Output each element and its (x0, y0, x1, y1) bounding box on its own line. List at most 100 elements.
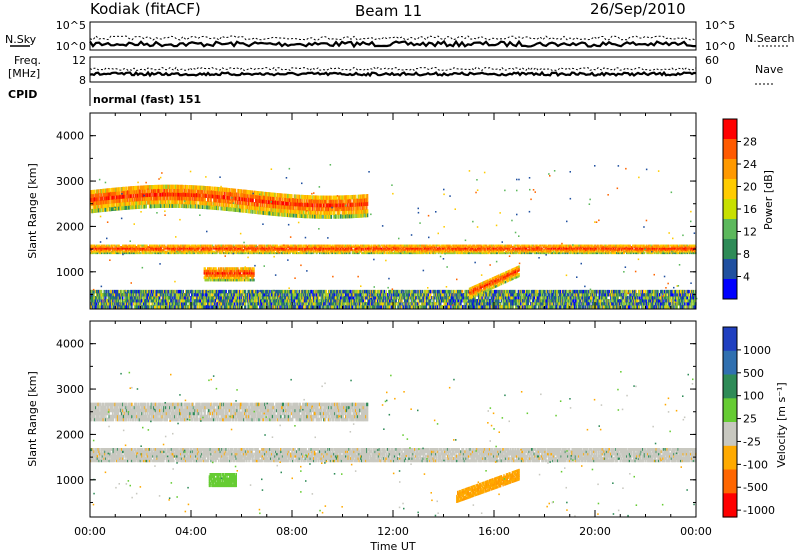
echo-cell (98, 197, 99, 201)
echo-cell (138, 186, 139, 190)
echo-cell (194, 204, 195, 208)
echo-cell (169, 200, 170, 204)
echo-cell (107, 207, 108, 211)
echo-cell (236, 196, 237, 200)
nsearch-tick-bottom: 10^0 (705, 40, 735, 53)
freq-unit-label: [MHz] (8, 67, 40, 80)
echo-cell (100, 208, 101, 212)
echo-cell (158, 200, 159, 204)
echo-cell (109, 188, 110, 192)
echo-cell (139, 205, 140, 209)
echo-cell (109, 203, 110, 207)
echo-cell (215, 202, 216, 206)
echo-cell (254, 202, 255, 206)
freq-tick-top: 12 (72, 54, 86, 67)
echo-cell (93, 194, 94, 198)
nsearch-tick-top: 10^5 (705, 19, 735, 32)
echo-cell (157, 192, 158, 196)
cpid-text: normal (fast) 151 (93, 93, 201, 106)
echo-cell (206, 194, 207, 198)
nave-tick-top: 60 (705, 54, 719, 67)
echo-cell (266, 200, 267, 204)
freq-line (90, 73, 696, 76)
echo-cell (246, 197, 247, 201)
echo-cell (644, 252, 645, 254)
echo-cell (164, 196, 165, 200)
echo-cell (598, 245, 599, 247)
echo-cell (235, 189, 236, 193)
echo-cell (216, 198, 217, 202)
echo-cell (260, 203, 261, 207)
echo-cell (124, 187, 125, 191)
nave-label: Nave (755, 63, 783, 76)
echo-cell (114, 195, 115, 199)
echo-cell (224, 195, 225, 199)
echo-cell (188, 204, 189, 208)
echo-cell (119, 187, 120, 191)
echo-cell (668, 245, 669, 247)
echo-cell (101, 193, 102, 197)
echo-cell (219, 195, 220, 199)
station-title: Kodiak (fitACF) (90, 0, 201, 18)
echo-cell (129, 202, 130, 206)
echo-cell (145, 189, 146, 193)
nsky-panel: N.Sky 10^5 10^0 10^5 10^0 N.Search (5, 19, 795, 53)
freq-label: Freq. (14, 54, 41, 67)
echo-cell (200, 205, 201, 209)
echo-cell (109, 196, 110, 200)
echo-cell (102, 196, 103, 200)
echo-cell (190, 197, 191, 201)
echo-cell (274, 197, 275, 201)
echo-cell (264, 245, 265, 247)
echo-cell (202, 190, 203, 194)
freq-panel: Freq. [MHz] 12 8 60 0 Nave CPID normal (… (8, 54, 783, 106)
echo-cell (256, 210, 257, 214)
beam-title: Beam 11 (355, 2, 422, 20)
echo-cell (120, 198, 121, 202)
echo-cell (229, 196, 230, 200)
echo-cell (229, 188, 230, 192)
echo-cell (231, 207, 232, 211)
echo-cell (205, 205, 206, 209)
echo-cell (218, 206, 219, 210)
echo-cell (126, 187, 127, 191)
echo-cell (210, 198, 211, 202)
echo-cell (239, 197, 240, 201)
echo-cell (232, 204, 233, 208)
nsky-label: N.Sky (5, 33, 37, 46)
echo-cell (171, 189, 172, 193)
echo-cell (196, 201, 197, 205)
echo-cell (140, 189, 141, 193)
echo-cell (226, 203, 227, 207)
echo-cell (196, 204, 197, 208)
echo-cell (243, 205, 244, 209)
nsky-tick-top: 10^5 (56, 19, 86, 32)
echo-cell (177, 200, 178, 204)
echo-cell (127, 198, 128, 202)
echo-cell (109, 200, 110, 204)
echo-cell (252, 198, 253, 202)
echo-cell (263, 207, 264, 211)
echo-cell (275, 193, 276, 197)
echo-cell (150, 193, 151, 197)
echo-cell (98, 204, 99, 208)
echo-cell (229, 203, 230, 207)
echo-cell (247, 205, 248, 209)
echo-cell (151, 196, 152, 200)
echo-cell (219, 202, 220, 206)
echo-cell (182, 189, 183, 193)
echo-cell (238, 193, 239, 197)
echo-cell (241, 189, 242, 193)
echo-cell (237, 200, 238, 204)
echo-cell (194, 201, 195, 205)
echo-cell (247, 194, 248, 198)
echo-cell (98, 193, 99, 197)
echo-cell (210, 186, 211, 190)
echo-cell (94, 190, 95, 194)
echo-cell (237, 204, 238, 208)
echo-cell (223, 203, 224, 207)
echo-cell (98, 189, 99, 193)
echo-cell (277, 245, 278, 247)
echo-cell (140, 197, 141, 201)
echo-cell (268, 207, 269, 211)
